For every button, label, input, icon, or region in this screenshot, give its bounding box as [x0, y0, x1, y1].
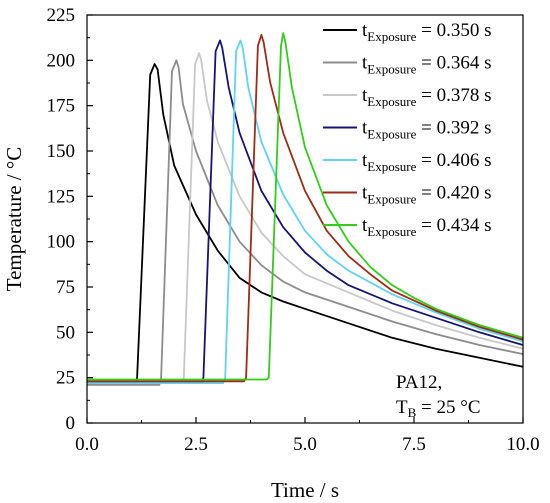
y-tick-label: 150: [47, 141, 76, 162]
legend-t: t: [362, 85, 368, 106]
annotation: PA12, TB = 25 °C: [396, 372, 481, 420]
legend-subscript: Exposure: [367, 29, 416, 44]
legend-label-4: tExposure = 0.392 s: [362, 118, 492, 142]
legend-value: 0.350 s: [437, 20, 492, 41]
y-tick-label: 100: [47, 232, 76, 253]
series-line-6: [87, 34, 524, 383]
legend-equals: =: [416, 85, 436, 106]
y-tick-label: 225: [47, 5, 76, 26]
legend-equals: =: [416, 215, 436, 236]
legend-subscript: Exposure: [367, 94, 416, 109]
series-line-2: [87, 59, 524, 386]
legend-t: t: [362, 53, 368, 74]
y-tick-label: 125: [47, 186, 76, 207]
legend-label-6: tExposure = 0.420 s: [362, 183, 492, 207]
legend-subscript: Exposure: [367, 159, 416, 174]
legend-value: 0.434 s: [437, 215, 492, 236]
annotation-sub: B: [408, 405, 417, 420]
legend-t: t: [362, 183, 368, 204]
y-tick-label: 50: [56, 322, 75, 343]
legend-t: t: [362, 118, 368, 139]
legend-value: 0.392 s: [437, 118, 492, 139]
series-line-7: [87, 32, 524, 381]
legend-value: 0.420 s: [437, 183, 492, 204]
legend-label-1: tExposure = 0.350 s: [362, 20, 492, 44]
legend-equals: =: [416, 183, 436, 204]
series-line-1: [87, 63, 524, 385]
legend-t: t: [362, 215, 368, 236]
x-tick-label: 0.0: [75, 434, 99, 455]
annotation-line2: TB = 25 °C: [396, 397, 481, 420]
legend-value: 0.406 s: [437, 150, 492, 171]
x-tick-label: 7.5: [402, 434, 426, 455]
plot-area: [87, 32, 524, 386]
legend-value: 0.364 s: [437, 53, 492, 74]
y-tick-label: 75: [56, 277, 75, 298]
axis-ticks: 0.0 2.5 5.0 7.5 10.0 0 25 50 75 100 125 150 175 200 22…: [47, 5, 540, 455]
legend-subscript: Exposure: [367, 224, 416, 239]
legend-t: t: [362, 20, 368, 41]
legend-value: 0.378 s: [437, 85, 492, 106]
legend-equals: =: [416, 53, 436, 74]
y-tick-label: 200: [47, 50, 76, 71]
x-tick-label: 5.0: [293, 434, 317, 455]
legend-label-7: tExposure = 0.434 s: [362, 215, 492, 239]
x-tick-label: 2.5: [184, 434, 208, 455]
y-tick-label: 175: [47, 96, 76, 117]
legend-label-3: tExposure = 0.378 s: [362, 85, 492, 109]
legend-equals: =: [416, 150, 436, 171]
series-line-3: [87, 52, 524, 383]
legend-equals: =: [416, 118, 436, 139]
annotation-t: T: [396, 397, 408, 418]
series-line-5: [87, 39, 524, 385]
annotation-line1: PA12,: [396, 372, 442, 393]
legend-t: t: [362, 150, 368, 171]
annotation-rest: = 25 °C: [416, 397, 480, 418]
series-line-4: [87, 39, 524, 385]
legend-label-5: tExposure = 0.406 s: [362, 150, 492, 174]
y-axis-title: Temperature / °C: [2, 147, 26, 292]
legend-subscript: Exposure: [367, 127, 416, 142]
y-tick-label: 0: [66, 413, 76, 434]
legend-label-2: tExposure = 0.364 s: [362, 53, 492, 77]
x-tick-label: 10.0: [506, 434, 539, 455]
y-tick-label: 25: [56, 368, 75, 389]
x-axis-title: Time / s: [271, 478, 339, 502]
legend-subscript: Exposure: [367, 62, 416, 77]
legend-subscript: Exposure: [367, 192, 416, 207]
legend-equals: =: [416, 20, 436, 41]
